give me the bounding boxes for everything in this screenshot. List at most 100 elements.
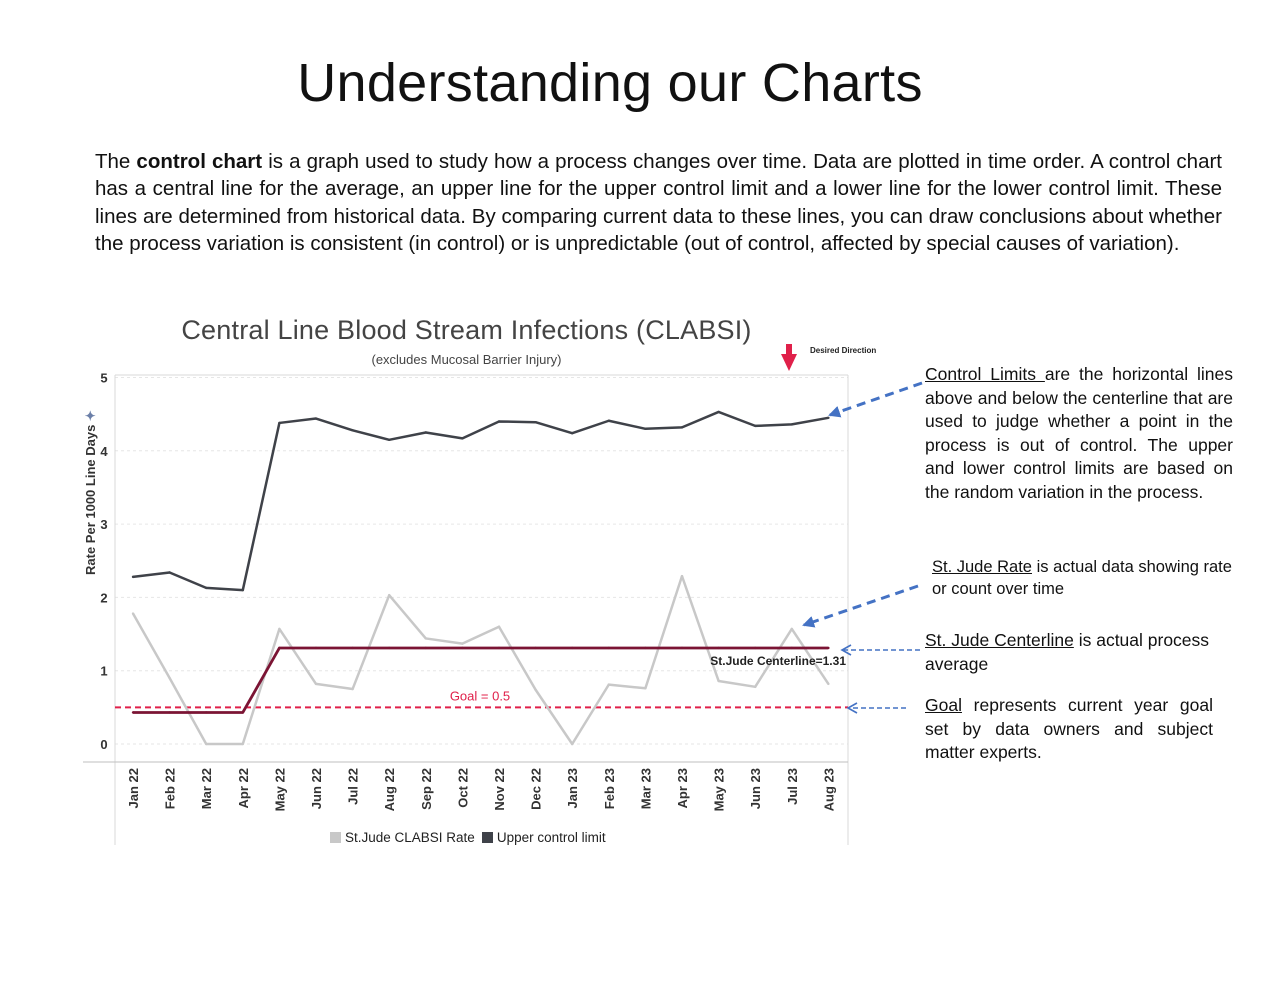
series-line-1 [132, 410, 829, 592]
data-point [607, 419, 610, 422]
data-point [131, 575, 135, 579]
intro-bold-term: control chart [136, 150, 263, 173]
data-point [571, 646, 574, 650]
data-point [461, 437, 464, 440]
data-point [790, 646, 793, 650]
data-point [827, 646, 830, 650]
data-point [644, 427, 647, 431]
data-point [168, 571, 171, 574]
y-tick-label: 5 [100, 371, 107, 386]
data-point [241, 588, 244, 592]
arrow-control-limits [828, 381, 923, 418]
data-point [571, 742, 574, 746]
x-tick-label: Sep 22 [419, 768, 434, 810]
data-point [497, 646, 501, 650]
data-point [754, 424, 757, 428]
annotation-control-limits: Control Limits are the horizontal lines … [925, 363, 1233, 504]
data-point [278, 421, 281, 425]
data-point [351, 687, 354, 691]
data-point [717, 646, 720, 650]
data-point [790, 423, 793, 426]
annotation-centerline-term: St. Jude Centerline [925, 630, 1074, 650]
data-point [827, 416, 830, 420]
data-point [497, 420, 501, 423]
x-tick-label: Jan 23 [565, 768, 580, 808]
data-point [754, 685, 757, 689]
series-line-0 [131, 574, 830, 746]
data-point [717, 410, 720, 414]
data-point [388, 438, 391, 442]
x-tick-label: Mar 22 [199, 768, 214, 809]
data-point [827, 682, 830, 686]
data-point [314, 682, 318, 686]
data-point [424, 431, 427, 434]
intro-paragraph: The control chart is a graph used to stu… [95, 148, 1222, 257]
x-tick-label: Mar 23 [638, 768, 653, 809]
legend-label-rate: St.Jude CLABSI Rate [345, 830, 475, 845]
data-point [424, 646, 427, 650]
chart-title: Central Line Blood Stream Infections (CL… [181, 315, 752, 345]
data-point [388, 594, 391, 597]
x-tick-label: Apr 23 [675, 768, 690, 808]
data-point [571, 432, 574, 435]
intro-text: is a graph used to study how a process c… [95, 150, 1222, 255]
data-point [351, 646, 354, 650]
centerline-label: St.Jude Centerline=1.31 [710, 654, 846, 668]
annotation-centerline-text: is actual process average [925, 630, 1210, 674]
legend-swatch-rate [330, 832, 341, 843]
x-tick-label: Aug 23 [821, 768, 836, 811]
data-point [461, 642, 464, 645]
data-point [205, 586, 208, 590]
x-tick-label: Dec 22 [529, 768, 544, 810]
x-tick-label: Jul 22 [346, 768, 361, 805]
data-point [351, 429, 354, 432]
legend-item-ucl: Upper control limit [481, 830, 606, 845]
annotation-goal-text: represents current year goal set by data… [925, 695, 1213, 762]
chart-subtitle: (excludes Mucosal Barrier Injury) [371, 352, 562, 367]
x-tick-label: May 23 [712, 768, 727, 811]
data-point [607, 646, 610, 650]
data-point [278, 627, 281, 631]
x-tick-label: May 22 [272, 768, 287, 811]
y-tick-label: 4 [100, 444, 108, 459]
y-tick-label: 3 [100, 517, 107, 532]
x-tick-label: Feb 22 [163, 768, 178, 809]
x-tick-label: Aug 22 [382, 768, 397, 811]
series-line-2 [133, 646, 829, 714]
data-point [607, 683, 610, 686]
data-point [168, 711, 171, 714]
page-title: Understanding our Charts [297, 53, 923, 113]
data-point [461, 646, 464, 650]
y-tick-label: 2 [100, 590, 107, 605]
chart-series [115, 410, 848, 746]
x-tick-label: Jul 23 [785, 768, 800, 805]
desired-direction-label: Desired Direction [810, 346, 876, 356]
data-point [388, 646, 391, 650]
annotation-rate: St. Jude Rate is actual data showing rat… [932, 556, 1232, 600]
data-point [497, 625, 501, 628]
annotation-goal-term: Goal [925, 695, 962, 715]
data-point [644, 687, 647, 690]
x-tick-label: Apr 22 [236, 768, 251, 808]
data-point [131, 612, 135, 615]
annotation-arrows [802, 381, 923, 714]
data-point [754, 646, 757, 650]
annotation-goal: Goal represents current year goal set by… [925, 694, 1213, 765]
data-point [241, 711, 244, 714]
x-tick-label: Jan 22 [126, 768, 141, 808]
x-tick-label: Jun 22 [309, 768, 324, 809]
data-point [680, 426, 684, 429]
legend-swatch-ucl [481, 832, 493, 843]
annotation-rate-text: is actual data showing rate or count ove… [932, 558, 1232, 598]
x-tick-label: Jun 23 [748, 768, 763, 809]
y-tick-label: 0 [100, 737, 107, 752]
data-point [424, 637, 427, 640]
data-point [205, 742, 208, 746]
x-tick-label: Nov 22 [492, 768, 507, 811]
data-point [717, 679, 720, 683]
legend-item-rate: St.Jude CLABSI Rate [330, 830, 475, 845]
data-point [131, 711, 135, 714]
x-tick-label: Oct 22 [455, 768, 470, 808]
desired-direction-arrow-shaft [786, 344, 792, 355]
